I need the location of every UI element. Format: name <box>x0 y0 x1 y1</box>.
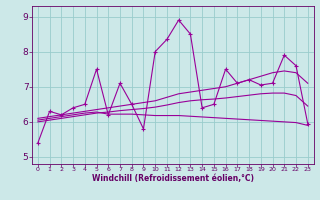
X-axis label: Windchill (Refroidissement éolien,°C): Windchill (Refroidissement éolien,°C) <box>92 174 254 183</box>
